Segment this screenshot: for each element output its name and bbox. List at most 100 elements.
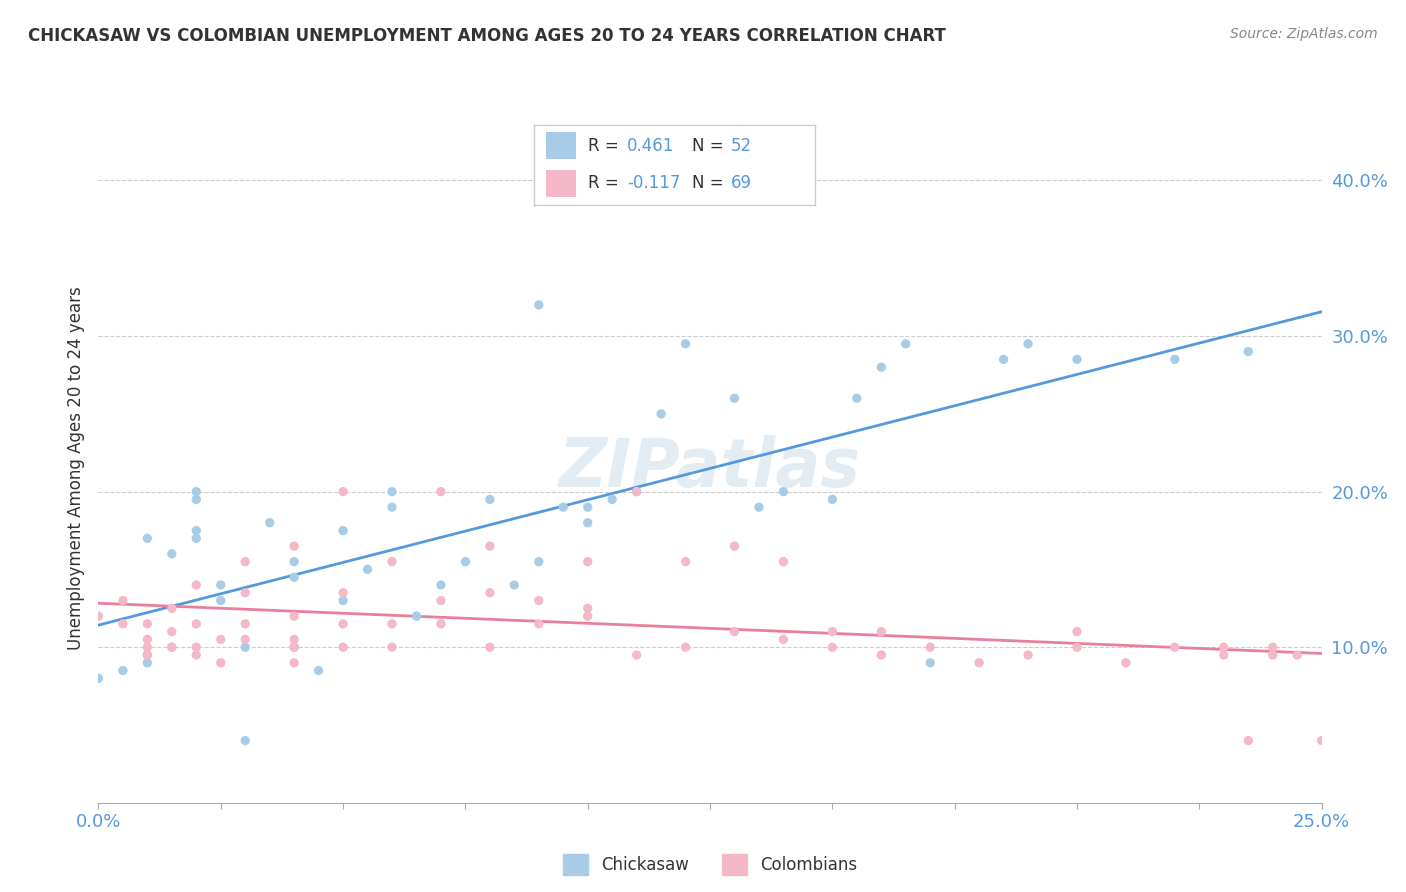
Point — [576, 516, 599, 530]
Point — [87, 609, 110, 624]
Point — [503, 578, 526, 592]
Point — [332, 640, 354, 655]
Point — [111, 664, 134, 678]
Point — [332, 616, 354, 631]
Point — [308, 664, 330, 678]
Point — [283, 539, 305, 553]
Point — [772, 555, 794, 569]
Point — [186, 484, 208, 499]
Point — [1115, 656, 1137, 670]
Point — [136, 648, 159, 662]
Text: N =: N = — [692, 175, 728, 193]
Point — [381, 500, 404, 515]
Point — [772, 632, 794, 647]
Point — [430, 578, 453, 592]
Point — [1237, 733, 1260, 747]
Point — [748, 500, 770, 515]
Point — [1310, 733, 1333, 747]
Point — [576, 500, 599, 515]
Point — [136, 656, 159, 670]
Point — [1237, 344, 1260, 359]
Point — [283, 656, 305, 670]
Point — [527, 616, 550, 631]
Point — [600, 492, 623, 507]
Point — [870, 648, 893, 662]
Point — [626, 484, 648, 499]
Point — [283, 640, 305, 655]
Point — [136, 648, 159, 662]
Point — [870, 360, 893, 375]
Point — [160, 640, 183, 655]
Point — [1212, 640, 1234, 655]
Point — [160, 547, 183, 561]
Point — [283, 640, 305, 655]
Point — [1066, 352, 1088, 367]
Point — [136, 640, 159, 655]
Point — [845, 392, 868, 406]
Point — [478, 640, 501, 655]
Point — [186, 524, 208, 538]
Point — [821, 640, 844, 655]
Text: -0.117: -0.117 — [627, 175, 681, 193]
Point — [894, 336, 917, 351]
Point — [283, 555, 305, 569]
Point — [233, 640, 256, 655]
Point — [576, 555, 599, 569]
Point — [1017, 336, 1039, 351]
Point — [186, 492, 208, 507]
Point — [283, 632, 305, 647]
Point — [209, 656, 232, 670]
Point — [478, 539, 501, 553]
Point — [430, 484, 453, 499]
Point — [209, 578, 232, 592]
Point — [332, 484, 354, 499]
Point — [233, 616, 256, 631]
Point — [626, 484, 648, 499]
Point — [209, 632, 232, 647]
Point — [160, 601, 183, 615]
Point — [1261, 648, 1284, 662]
Point — [576, 601, 599, 615]
Point — [1066, 624, 1088, 639]
Point — [186, 640, 208, 655]
Point — [111, 616, 134, 631]
Point — [381, 616, 404, 631]
Point — [136, 531, 159, 545]
Point — [332, 586, 354, 600]
Point — [186, 648, 208, 662]
Point — [478, 492, 501, 507]
Point — [332, 524, 354, 538]
Text: R =: R = — [588, 136, 624, 154]
Point — [723, 392, 745, 406]
Point — [209, 593, 232, 607]
Point — [675, 640, 697, 655]
Point — [186, 531, 208, 545]
Text: 0.461: 0.461 — [627, 136, 675, 154]
Point — [478, 586, 501, 600]
Text: R =: R = — [588, 175, 624, 193]
Point — [1261, 640, 1284, 655]
Point — [527, 298, 550, 312]
Point — [1066, 640, 1088, 655]
Point — [332, 593, 354, 607]
FancyBboxPatch shape — [546, 132, 576, 160]
Point — [381, 484, 404, 499]
Y-axis label: Unemployment Among Ages 20 to 24 years: Unemployment Among Ages 20 to 24 years — [66, 286, 84, 650]
Point — [454, 555, 477, 569]
Point — [233, 733, 256, 747]
Point — [259, 516, 281, 530]
Point — [87, 671, 110, 685]
Point — [430, 593, 453, 607]
Point — [356, 562, 378, 576]
Text: ZIPatlas: ZIPatlas — [560, 435, 860, 501]
Point — [283, 609, 305, 624]
Point — [405, 609, 427, 624]
Point — [1286, 648, 1309, 662]
Point — [723, 624, 745, 639]
Point — [1164, 352, 1187, 367]
Point — [233, 586, 256, 600]
Point — [381, 640, 404, 655]
Text: CHICKASAW VS COLOMBIAN UNEMPLOYMENT AMONG AGES 20 TO 24 YEARS CORRELATION CHART: CHICKASAW VS COLOMBIAN UNEMPLOYMENT AMON… — [28, 27, 946, 45]
Text: 69: 69 — [731, 175, 752, 193]
Point — [650, 407, 672, 421]
